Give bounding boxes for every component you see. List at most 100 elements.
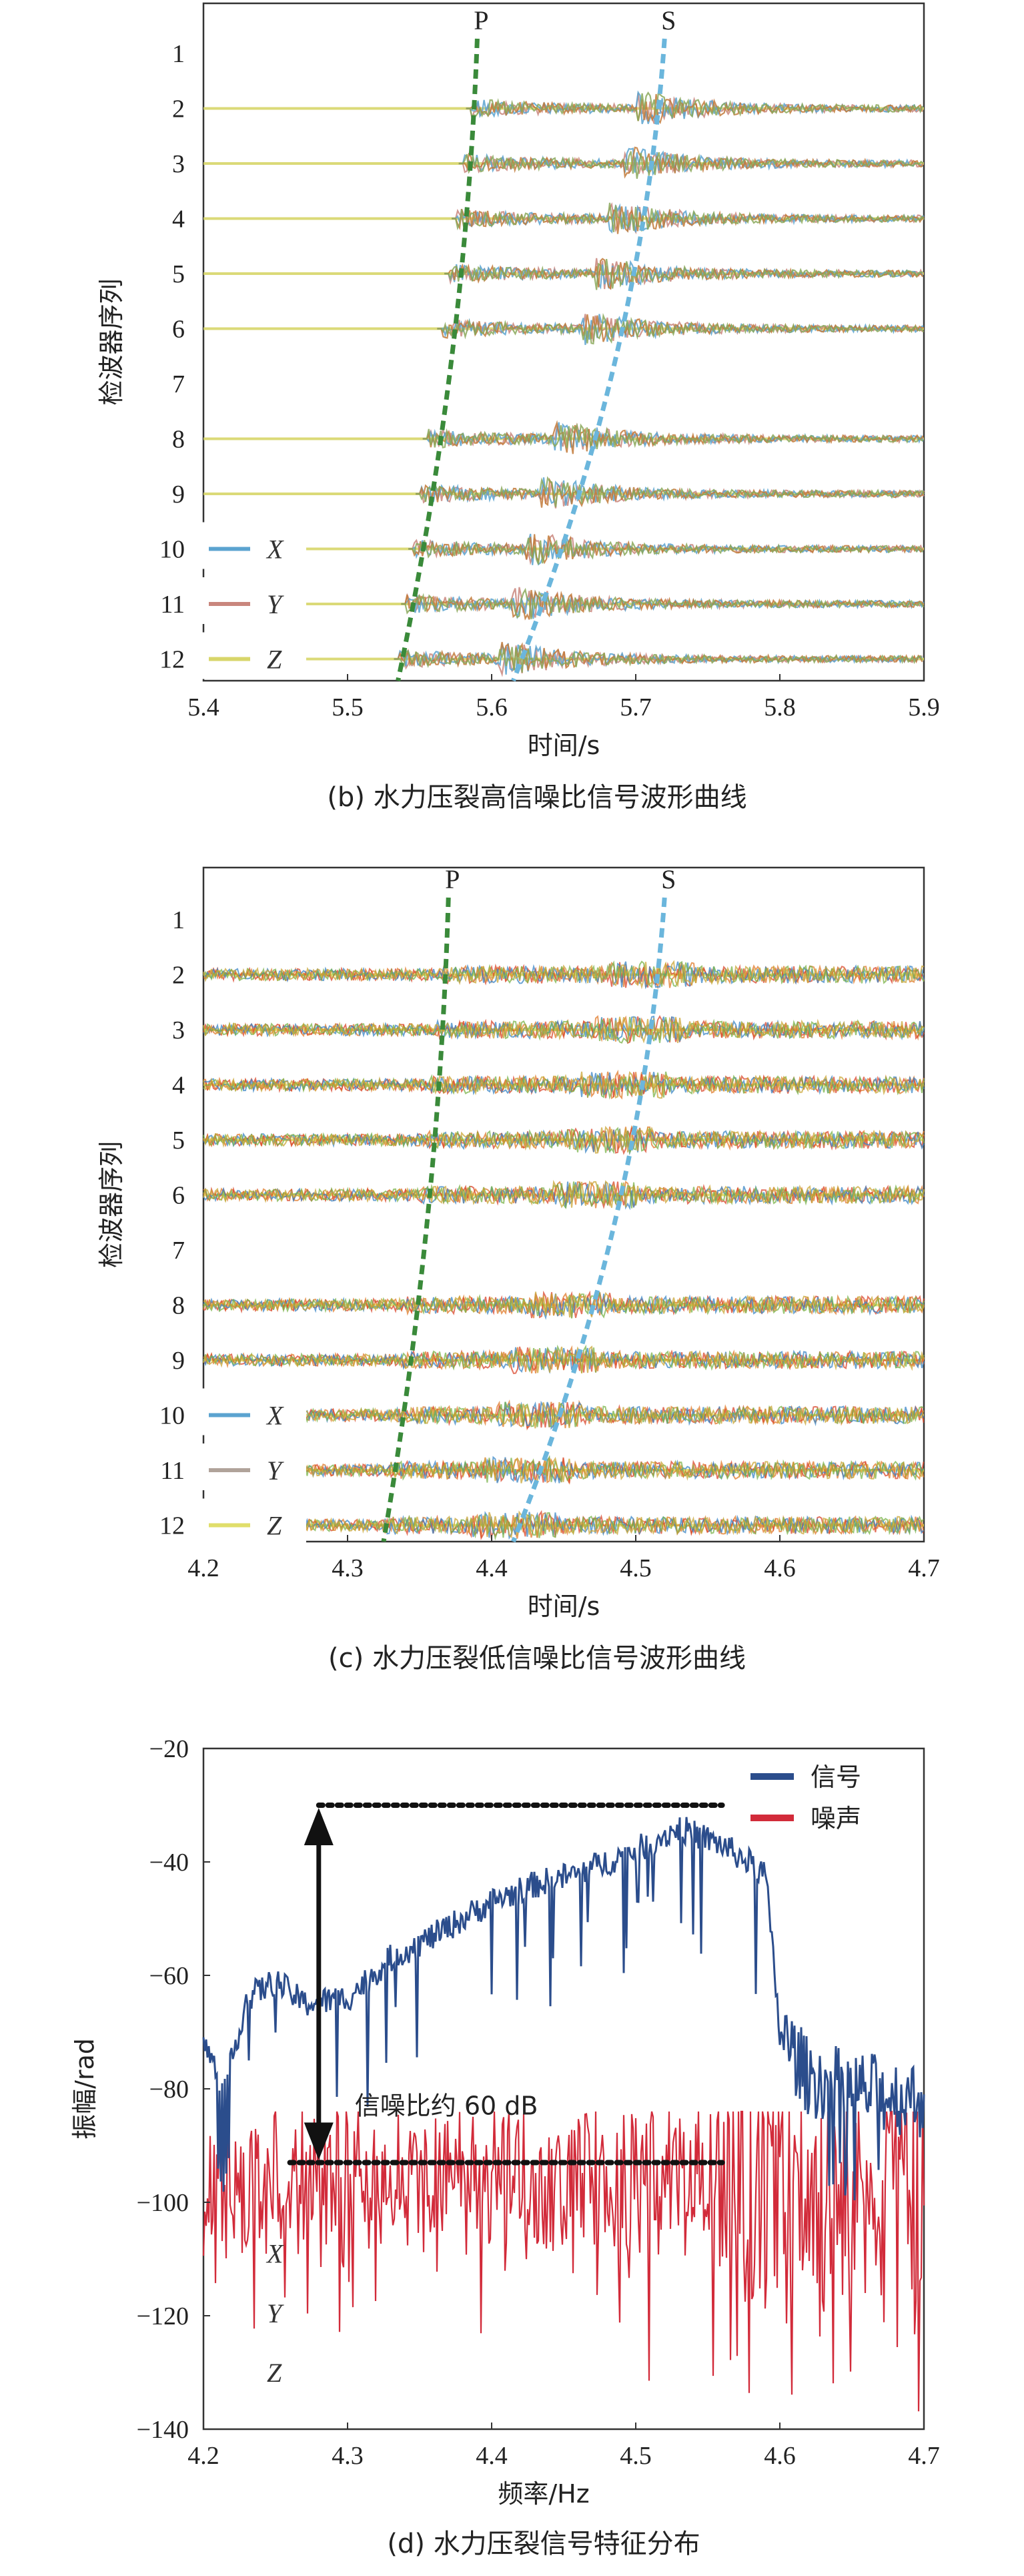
trace-wiggle: [203, 1070, 925, 1099]
x-axis-label: 频率/Hz: [498, 2479, 589, 2509]
y-tick-label: 9: [172, 480, 185, 509]
trace-wiggle: [452, 202, 925, 232]
y-tick-label: 7: [172, 370, 185, 398]
trace-10: [296, 1399, 925, 1431]
y-tick-label: 1: [172, 40, 185, 68]
faint-legend-label: Y: [267, 2298, 284, 2328]
pick-label-S: S: [661, 5, 676, 35]
legend: XYZ: [199, 1388, 306, 1546]
trace-wiggle: [203, 960, 925, 988]
trace-wiggle: [408, 537, 924, 565]
trace-wiggle: [458, 146, 924, 179]
figure-caption: (b) 水力压裂高信噪比信号波形曲线: [327, 782, 746, 813]
faint-legend-label: Z: [267, 2358, 282, 2388]
trace-wiggle: [203, 1181, 925, 1209]
x-tick-label: 4.2: [187, 1554, 219, 1582]
y-tick-label: 10: [159, 1402, 185, 1430]
noise-series-line: [202, 2109, 925, 2412]
legend-bg: [199, 1443, 306, 1490]
trace-6: [203, 1179, 925, 1211]
y-tick-label: 3: [172, 1016, 185, 1044]
trace-wiggle: [401, 587, 925, 619]
legend-label: X: [266, 1401, 284, 1431]
x-tick-label: 5.8: [764, 693, 796, 721]
y-tick-label: 6: [172, 316, 185, 344]
trace-5: [203, 258, 924, 290]
y-axis-label: 检波器序列: [97, 1141, 126, 1268]
series-legend-label: 噪声: [811, 1804, 861, 1833]
trace-wiggle: [203, 960, 925, 990]
trace-wiggle: [203, 1016, 925, 1044]
legend-label: Y: [267, 589, 284, 619]
pick-label-P: P: [445, 864, 460, 894]
snr-arrow-head-down: [304, 2122, 334, 2160]
x-tick-label: 5.6: [476, 693, 508, 721]
y-tick-label: 2: [172, 95, 185, 123]
signal-series-line: [202, 1817, 925, 2201]
plot-frame: [202, 866, 925, 1543]
trace-10: [297, 533, 924, 566]
trace-wiggle: [444, 258, 923, 290]
legend-label: Y: [267, 1456, 284, 1486]
trace-wiggle: [416, 476, 925, 507]
trace-wiggle: [203, 1015, 925, 1043]
trace-wiggle: [296, 1457, 925, 1484]
y-tick-label: 6: [172, 1182, 185, 1210]
trace-4: [203, 202, 925, 235]
legend-label: Z: [267, 645, 282, 675]
x-tick-label: 4.4: [476, 1554, 508, 1582]
figure-caption: (c) 水力压裂低信噪比信号波形曲线: [328, 1643, 746, 1674]
y-tick-label: −100: [137, 2189, 189, 2217]
trace-wiggle: [296, 1401, 925, 1429]
trace-11: [297, 587, 925, 621]
y-tick-label: 12: [159, 646, 185, 674]
trace-wiggle: [466, 92, 923, 124]
trace-9: [203, 1344, 925, 1375]
x-tick-label: 4.4: [476, 2442, 508, 2470]
trace-9: [203, 476, 925, 509]
y-tick-label: 4: [172, 1072, 185, 1100]
y-axis-label: 检波器序列: [97, 278, 126, 405]
y-tick-label: −120: [137, 2302, 189, 2330]
trace-3: [203, 146, 924, 179]
x-axis-label: 时间/s: [528, 731, 600, 760]
trace-6: [203, 313, 925, 345]
plot-frame: [202, 2, 925, 682]
trace-2: [203, 90, 924, 125]
trace-wiggle: [401, 589, 925, 621]
legend-bg: [199, 522, 306, 569]
figure-caption: (d) 水力压裂信号特征分布: [387, 2529, 700, 2559]
trace-4: [203, 1069, 925, 1100]
trace-12: [296, 1510, 925, 1541]
y-tick-label: 5: [172, 260, 185, 288]
y-tick-label: −60: [149, 1962, 189, 1990]
legend-bg: [199, 577, 306, 624]
x-tick-label: 5.5: [332, 693, 364, 721]
faint-legend-label: X: [266, 2239, 284, 2269]
trace-wiggle: [466, 91, 923, 121]
x-tick-label: 4.3: [332, 2442, 364, 2470]
y-tick-label: 7: [172, 1237, 185, 1265]
trace-wiggle: [408, 533, 923, 566]
legend: XYZ: [199, 522, 306, 679]
y-tick-label: 2: [172, 962, 185, 990]
y-tick-label: 4: [172, 206, 185, 234]
trace-wiggle: [394, 641, 923, 671]
x-tick-label: 4.7: [908, 2442, 940, 2470]
pick-label-P: P: [474, 5, 488, 35]
trace-8: [203, 420, 924, 454]
trace-wiggle: [422, 422, 924, 450]
trace-wiggle: [203, 1126, 925, 1155]
y-tick-label: 9: [172, 1347, 185, 1375]
y-tick-label: 11: [160, 591, 185, 619]
pick-line-S: [511, 897, 667, 1543]
pick-line-S: [511, 38, 667, 682]
x-tick-label: 4.3: [332, 1554, 364, 1582]
y-tick-label: 10: [159, 536, 185, 564]
pick-line-P: [396, 38, 480, 681]
x-tick-label: 4.2: [187, 2442, 219, 2470]
y-tick-label: 5: [172, 1126, 185, 1155]
